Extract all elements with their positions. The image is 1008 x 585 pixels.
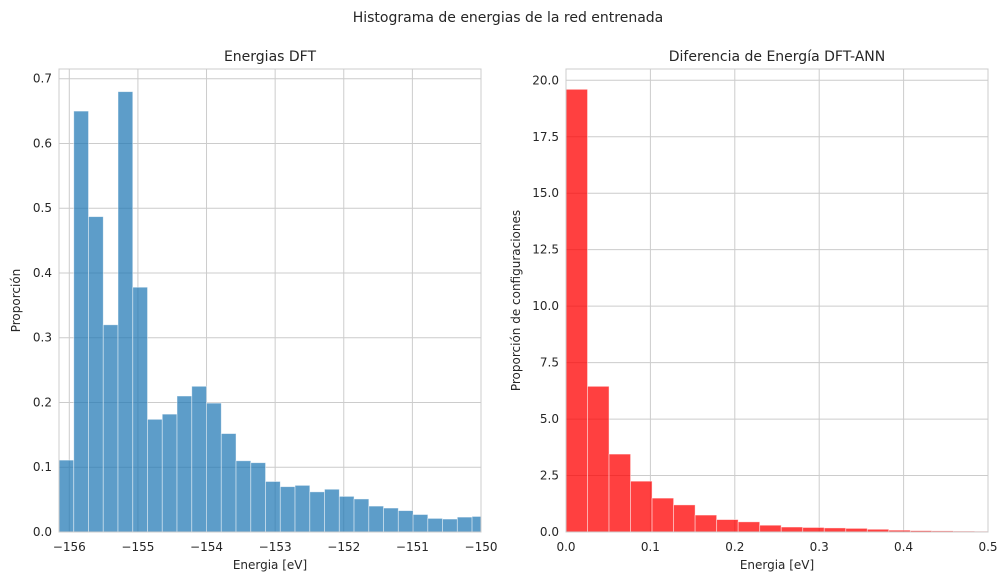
histogram-bars: [59, 91, 481, 532]
y-tick-label: 0.2: [33, 395, 52, 409]
histogram-bar: [294, 484, 311, 532]
chart-title: Diferencia de Energía DFT-ANN: [669, 49, 885, 65]
histogram-bar: [220, 433, 237, 532]
chart-energias-dft: −156 −155 −154 −153 −152 −151 −150 0.0 0.1 0.2 0.3…: [9, 49, 497, 572]
y-tick-label: 0.7: [33, 72, 52, 86]
y-tick-label: 17.5: [532, 130, 559, 144]
y-tick-label: 0.0: [33, 525, 52, 539]
y-tick-label: 7.5: [540, 356, 559, 370]
histogram-bar: [442, 518, 458, 532]
x-axis-label: Energia [eV]: [233, 558, 307, 572]
histogram-bar: [673, 504, 696, 532]
histogram-bar: [176, 395, 193, 532]
axes-frame: [58, 68, 482, 533]
histogram-bar: [608, 453, 631, 532]
y-tick-label: 2.5: [540, 469, 559, 483]
x-tick-label: 0.5: [978, 540, 997, 554]
histogram-bar: [265, 481, 281, 532]
histogram-bar: [88, 216, 104, 532]
y-tick-label: 0.5: [33, 201, 52, 215]
x-tick-label: −155: [121, 540, 154, 554]
histogram-bar: [716, 519, 739, 532]
y-tick-label: 5.0: [540, 412, 559, 426]
histogram-bar: [780, 526, 804, 532]
x-tick-label: 0.4: [894, 540, 913, 554]
histogram-bar: [147, 418, 163, 532]
x-tick-label: −150: [465, 540, 498, 554]
axes-frame: [565, 68, 989, 533]
x-tick-label: 0.1: [641, 540, 660, 554]
histogram-bar: [59, 459, 75, 532]
histogram-bar: [235, 460, 252, 532]
histogram-bar: [161, 413, 178, 532]
histogram-bar: [383, 507, 399, 532]
x-tick-label: −153: [259, 540, 292, 554]
histogram-bar: [737, 521, 761, 532]
x-tick-label: −154: [190, 540, 223, 554]
histogram-bar: [802, 527, 825, 532]
y-tick-label: 0.6: [33, 136, 52, 150]
y-tick-label: 0.0: [540, 525, 559, 539]
y-tick-label: 0.4: [33, 266, 52, 280]
histogram-bar: [191, 385, 207, 532]
figure-title: Histograma de energias de la red entrena…: [353, 10, 664, 26]
histogram-bar: [845, 527, 868, 532]
histogram-bar: [694, 514, 718, 532]
y-tick-label: 10.0: [532, 299, 559, 313]
histogram-bar: [338, 495, 355, 532]
x-tick-label: −151: [396, 540, 429, 554]
histogram-bar: [651, 497, 675, 532]
histogram-bar: [132, 286, 148, 532]
histogram-bar: [566, 88, 588, 532]
x-tick-label: −152: [327, 540, 360, 554]
x-tick-label: 0.2: [725, 540, 744, 554]
histogram-bar: [823, 527, 847, 532]
y-tick-label: 20.0: [532, 73, 559, 87]
histogram-bar: [456, 516, 473, 532]
histogram-bar: [324, 488, 340, 532]
histogram-bar: [206, 402, 222, 532]
histogram-bar: [587, 385, 610, 532]
y-tick-label: 12.5: [532, 243, 559, 257]
histogram-bar: [250, 462, 266, 532]
y-tick-label: 15.0: [532, 186, 559, 200]
histogram-bar: [353, 498, 370, 532]
histogram-bar: [368, 505, 384, 532]
x-tick-label: 0.3: [810, 540, 829, 554]
histogram-bar: [309, 491, 325, 532]
histogram-bar: [397, 510, 414, 532]
histogram-bar: [759, 524, 782, 532]
histogram-bar: [117, 91, 134, 532]
chart-title: Energias DFT: [224, 49, 317, 65]
histogram-bar: [471, 516, 481, 532]
histogram-bar: [279, 486, 296, 532]
histogram-bar: [630, 480, 653, 532]
histogram-bar: [427, 518, 443, 532]
histogram-bar: [412, 514, 429, 532]
histogram-bar: [73, 110, 89, 532]
y-axis-label: Proporción de configuraciones: [509, 210, 523, 391]
x-tick-label: 0.0: [556, 540, 575, 554]
y-tick-label: 0.3: [33, 331, 52, 345]
histogram-bar: [102, 324, 119, 532]
x-axis-label: Energia [eV]: [740, 558, 814, 572]
chart-diferencia-energia: 0.0 0.1 0.2 0.3 0.4 0.5 0.0 2.5 5.0 7.5 10.0 12.5 15…: [509, 49, 998, 572]
histogram-bars: [566, 88, 988, 532]
y-axis-label: Proporción: [9, 269, 23, 333]
y-tick-label: 0.1: [33, 460, 52, 474]
x-tick-label: −156: [53, 540, 86, 554]
